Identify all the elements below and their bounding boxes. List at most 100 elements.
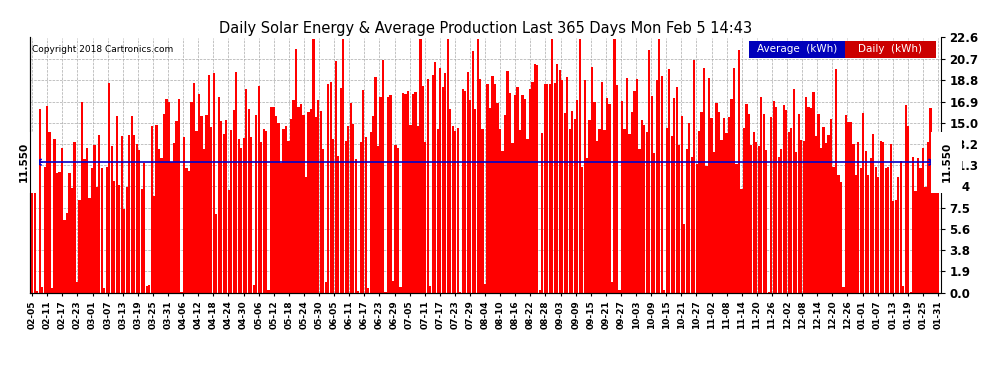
Bar [230,130,233,292]
Bar [44,167,46,292]
Bar [558,70,561,292]
Bar [777,157,780,292]
Bar [312,39,315,292]
Bar [430,286,432,292]
Bar [583,81,586,292]
Bar [803,141,805,292]
Bar [389,95,392,292]
Bar [479,79,481,292]
Bar [703,68,705,292]
Bar [813,92,815,292]
Text: Average  (kWh): Average (kWh) [757,45,838,54]
Bar [287,141,290,292]
Bar [844,116,847,292]
Bar [606,98,608,292]
Bar [252,285,254,292]
Bar [650,96,653,292]
Bar [571,111,573,292]
Bar [427,79,429,292]
Bar [81,102,83,292]
Bar [631,112,633,292]
Bar [310,109,312,292]
Bar [648,50,650,292]
Bar [629,134,631,292]
Bar [317,100,320,292]
Bar [561,80,563,292]
Bar [499,129,501,292]
Bar [723,118,725,292]
Bar [783,105,785,292]
Bar [765,150,767,292]
Bar [220,122,223,292]
Bar [665,128,668,292]
Bar [517,87,519,292]
Bar [512,142,514,292]
Bar [466,72,469,292]
Bar [73,142,75,292]
Bar [527,140,529,292]
Bar [757,146,760,292]
Bar [474,109,476,292]
Bar [422,86,424,292]
Bar [432,75,434,292]
Bar [673,98,675,292]
Bar [935,147,937,292]
Bar [362,90,364,292]
Bar [425,142,427,292]
Bar [833,167,835,292]
Bar [141,189,143,292]
Bar [566,77,568,292]
Bar [188,171,190,292]
Bar [437,129,439,292]
Bar [556,63,558,292]
Bar [203,149,205,292]
Bar [63,220,65,292]
FancyBboxPatch shape [844,41,936,58]
Bar [489,108,491,292]
Bar [668,69,670,292]
Bar [223,134,225,292]
Bar [529,89,531,292]
Bar [215,214,218,292]
Bar [818,114,820,292]
Bar [471,51,474,292]
Bar [61,148,63,292]
Bar [307,112,310,292]
Bar [591,68,593,292]
Bar [691,158,693,292]
Bar [922,147,925,292]
Bar [900,161,902,292]
Bar [93,145,95,292]
Bar [435,62,437,292]
Bar [270,106,272,292]
Bar [805,97,807,292]
Bar [820,148,822,292]
Bar [780,148,782,292]
Bar [300,104,302,292]
Bar [359,142,361,292]
Bar [576,100,578,292]
Bar [542,133,544,292]
Bar [619,290,621,292]
Bar [835,69,838,292]
Bar [752,132,755,292]
Bar [136,144,138,292]
Bar [372,116,374,292]
Bar [449,109,451,292]
Bar [148,285,150,292]
Bar [718,112,720,292]
Bar [241,148,243,292]
Bar [902,286,904,292]
Bar [882,142,884,292]
Bar [887,167,889,292]
Text: Daily  (kWh): Daily (kWh) [858,45,923,54]
Bar [895,200,897,292]
Bar [678,145,680,292]
Bar [250,138,252,292]
Bar [815,136,817,292]
Bar [150,126,152,292]
Bar [185,168,187,292]
Bar [639,149,641,292]
Bar [384,291,387,292]
FancyBboxPatch shape [749,41,844,58]
